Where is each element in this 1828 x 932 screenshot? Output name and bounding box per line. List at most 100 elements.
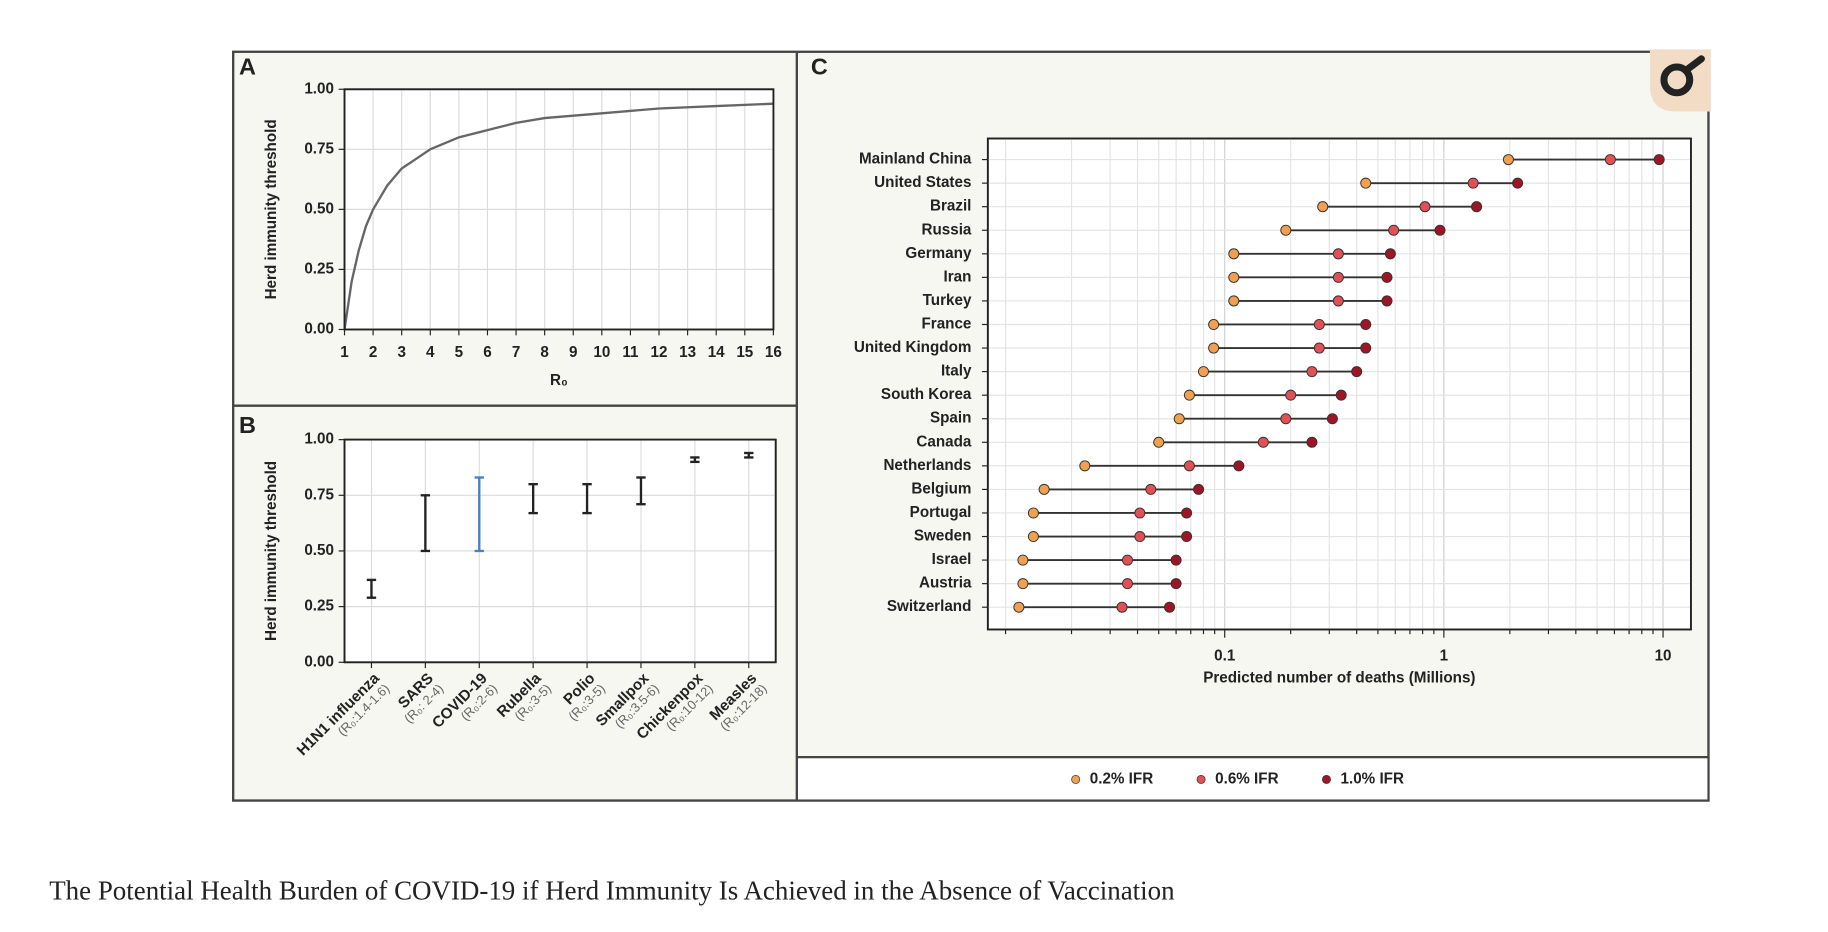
y-tick-label: Netherlands [883, 457, 971, 474]
plot-border [343, 88, 775, 331]
y-tick-label: Portugal [910, 504, 972, 521]
point [1079, 460, 1091, 472]
y-tick-label: Spain [930, 410, 971, 427]
point [1434, 224, 1446, 236]
point [1228, 295, 1240, 307]
x-tick-label: 2 [369, 344, 377, 361]
x-tick-label: 10 [593, 344, 610, 361]
point [1170, 578, 1182, 590]
point [1280, 224, 1292, 236]
point [1351, 366, 1363, 378]
point [1326, 413, 1338, 425]
point [1017, 554, 1029, 566]
point [1381, 295, 1393, 307]
point [1419, 201, 1431, 213]
point [1332, 248, 1344, 260]
y-tick-label: France [921, 316, 971, 333]
y-tick-label: Canada [916, 433, 972, 450]
plot-border [986, 137, 1692, 631]
point [1317, 201, 1329, 213]
y-tick-label: 0.25 [304, 598, 334, 615]
x-tick-label: 11 [622, 344, 639, 361]
point [1208, 318, 1220, 330]
point [1116, 601, 1128, 613]
point [1228, 271, 1240, 283]
x-tick-label: 5 [455, 344, 464, 361]
legend-label: 0.6% IFR [1215, 770, 1278, 787]
point [1233, 460, 1245, 472]
point [1170, 554, 1182, 566]
x-tick-label: 6 [483, 344, 491, 361]
point [1313, 318, 1325, 330]
point [1197, 366, 1209, 378]
point [1471, 201, 1483, 213]
panel-label: C [811, 53, 828, 79]
point [1313, 342, 1325, 354]
point [1332, 271, 1344, 283]
y-tick-label: Italy [941, 363, 972, 380]
x-tick-label: 1 [340, 344, 349, 361]
point [1017, 578, 1029, 590]
point [1193, 483, 1205, 495]
point [1183, 389, 1195, 401]
legend-background [797, 758, 1708, 800]
caption: The Potential Health Burden of COVID-19 … [49, 875, 1175, 905]
x-tick-label: 15 [736, 344, 753, 361]
point [1285, 389, 1297, 401]
x-tick-label: 9 [569, 344, 577, 361]
point [1153, 436, 1165, 448]
point [1467, 177, 1479, 189]
point [1027, 531, 1039, 543]
y-tick-label: 0.00 [304, 653, 334, 670]
point [1181, 507, 1193, 519]
y-tick-label: 0.75 [304, 140, 334, 157]
panel-label: B [239, 412, 256, 438]
y-tick-label: 0.50 [304, 200, 334, 217]
point [1121, 554, 1133, 566]
point [1257, 436, 1269, 448]
y-tick-label: 1.00 [304, 80, 334, 97]
plot-border [343, 438, 777, 664]
y-tick-label: 1.00 [304, 431, 334, 448]
point [1134, 507, 1146, 519]
x-tick-label: 14 [708, 344, 725, 361]
y-tick-label: United States [874, 174, 971, 191]
legend-marker [1071, 775, 1081, 784]
y-tick-label: South Korea [881, 386, 972, 403]
plot-area [986, 137, 1692, 631]
y-tick-label: United Kingdom [854, 339, 972, 356]
y-tick-label: Austria [919, 575, 972, 592]
x-tick-label: 10 [1655, 647, 1672, 664]
x-tick-label: 13 [679, 344, 696, 361]
y-tick-label: Iran [943, 268, 971, 285]
point [1502, 154, 1514, 166]
panel-label: A [239, 53, 256, 79]
point [1173, 413, 1185, 425]
legend-marker [1196, 775, 1206, 784]
point [1360, 318, 1372, 330]
point [1280, 413, 1292, 425]
point [1145, 483, 1157, 495]
point [1038, 483, 1050, 495]
y-tick-label: Belgium [911, 480, 971, 497]
point [1360, 177, 1372, 189]
point [1121, 578, 1133, 590]
x-tick-label: 4 [426, 344, 435, 361]
y-tick-label: Israel [932, 551, 972, 568]
y-tick-label: Switzerland [887, 598, 972, 615]
logo [1649, 49, 1711, 112]
point [1306, 366, 1318, 378]
point [1332, 295, 1344, 307]
point [1183, 460, 1195, 472]
y-tick-label: 0.75 [304, 486, 334, 503]
x-tick-label: 3 [397, 344, 405, 361]
point [1228, 248, 1240, 260]
point [1360, 342, 1372, 354]
x-tick-label: 16 [765, 344, 782, 361]
y-tick-label: Germany [905, 245, 972, 262]
x-tick-label: 12 [651, 344, 668, 361]
point [1306, 436, 1318, 448]
y-tick-label: Turkey [923, 292, 972, 309]
